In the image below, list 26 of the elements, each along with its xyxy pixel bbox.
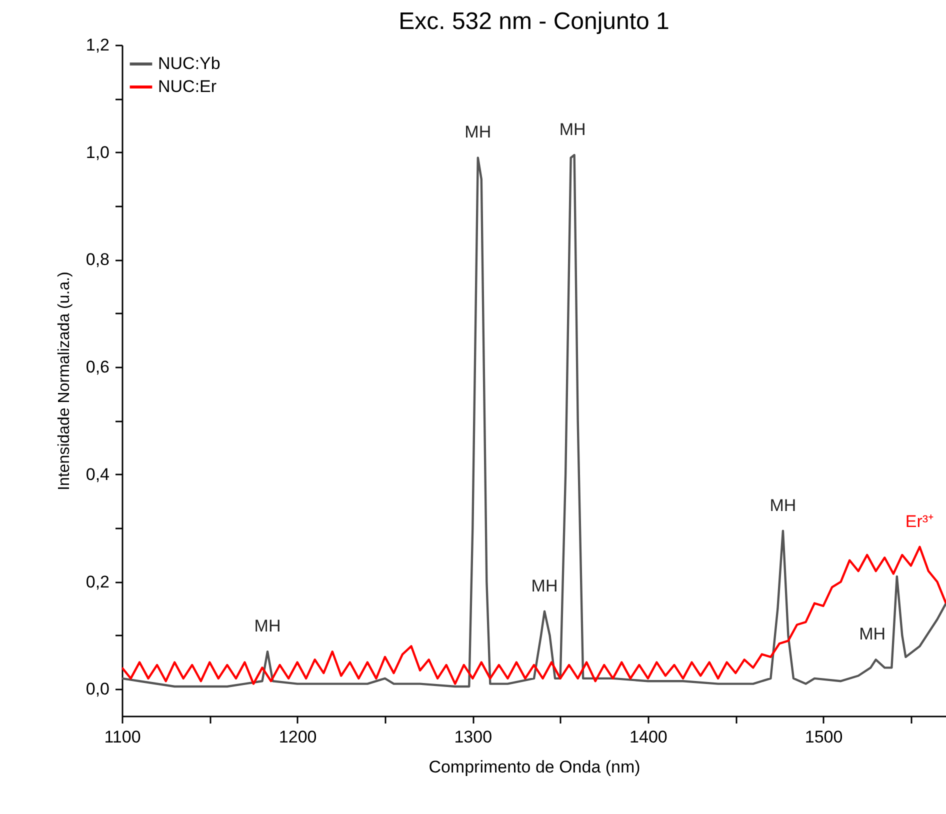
- annotation: MH: [254, 616, 281, 636]
- x-tick-label: 1200: [278, 728, 317, 746]
- y-axis-title: Intensidade Normalizada (u.a.): [56, 272, 73, 490]
- y-tick-label: 0,0: [86, 680, 110, 699]
- annotation: MH: [859, 624, 886, 644]
- chart-title: Exc. 532 nm - Conjunto 1: [398, 8, 670, 35]
- y-tick-label: 0,4: [86, 464, 110, 484]
- y-tick-label: 0,2: [86, 572, 110, 592]
- legend-label: NUC:Er: [158, 77, 217, 96]
- x-tick-label: 1400: [630, 728, 668, 746]
- legend-label: NUC:Yb: [158, 54, 220, 73]
- annotation: MH: [464, 122, 492, 142]
- x-tick-label: 1500: [804, 728, 843, 746]
- annotation: MH: [559, 120, 586, 140]
- annotation: MH: [770, 496, 796, 515]
- x-tick-label: 1100: [104, 728, 141, 746]
- y-tick-label: 1,2: [86, 36, 110, 54]
- y-tick-label: 0,8: [86, 250, 110, 270]
- line-series: [122, 546, 946, 685]
- x-tick-label: 1300: [454, 728, 492, 746]
- annotation: Er³⁺: [905, 512, 934, 531]
- y-tick-label: 1,0: [86, 142, 110, 162]
- annotation: MH: [531, 576, 558, 596]
- x-axis-title: Comprimento de Onda (nm): [428, 758, 640, 776]
- line-series: [122, 154, 946, 688]
- y-tick-label: 0,6: [86, 358, 110, 377]
